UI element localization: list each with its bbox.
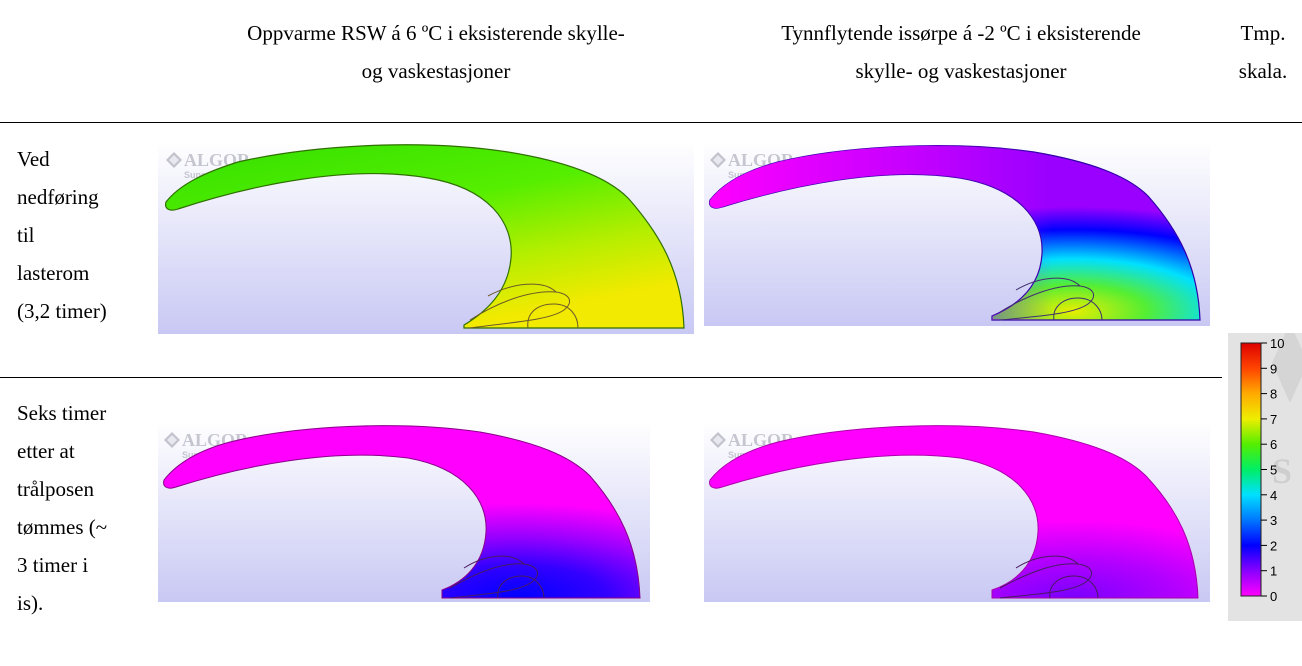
column-header-rsw: Oppvarme RSW á 6 ºC i eksisterende skyll…: [247, 21, 625, 83]
scale-tick-label: 1: [1270, 564, 1277, 579]
color-bar: [1240, 342, 1262, 597]
column-header-scale: Tmp. skala.: [1238, 21, 1288, 83]
scale-ticks: [1261, 342, 1267, 597]
header-divider: [0, 122, 1302, 123]
internal-boundary-lines: [449, 555, 545, 599]
scale-tick-label: 8: [1270, 387, 1277, 402]
svg-text:S: S: [1272, 451, 1292, 491]
internal-boundary-lines: [469, 283, 579, 329]
scale-tick-label: 2: [1270, 538, 1277, 553]
fish-section-shape: [709, 425, 1199, 599]
row-label-loading: Ved nedføring til lasterom (3,2 timer): [17, 147, 107, 323]
scale-tick-label: 9: [1270, 361, 1277, 376]
column-header-slurry: Tynnflytende issørpe á -2 ºC i eksistere…: [781, 21, 1141, 83]
scale-tick-label: 6: [1270, 437, 1277, 452]
internal-boundary-lines: [999, 555, 1099, 599]
internal-boundary-lines: [999, 277, 1103, 321]
temperature-plot-slurry-six-hours: ALGOR Supervis: [704, 422, 1210, 602]
scale-tick-label: 5: [1270, 463, 1277, 478]
scale-tick-label: 4: [1270, 488, 1277, 503]
scale-tick-label: 3: [1270, 513, 1277, 528]
scale-tick-label: 0: [1270, 589, 1277, 604]
row-divider: [0, 377, 1222, 378]
fish-section-shape: [165, 144, 685, 329]
temperature-plot-rsw-loading: ALGOR Supervis: [158, 142, 694, 334]
fish-section-shape: [163, 425, 641, 599]
temperature-plot-slurry-loading: ALGOR Supervis: [704, 142, 1210, 326]
temperature-scale-legend: S 10 9 8 7 6 5 4 3 2 1 0: [1228, 323, 1302, 621]
temperature-plot-rsw-six-hours: ALGOR Supervis: [158, 422, 650, 602]
scale-tick-label: 7: [1270, 412, 1277, 427]
row-label-six-hours: Seks timer etter at trålposen tømmes (~ …: [17, 401, 108, 615]
scale-tick-label: 10: [1270, 336, 1284, 351]
